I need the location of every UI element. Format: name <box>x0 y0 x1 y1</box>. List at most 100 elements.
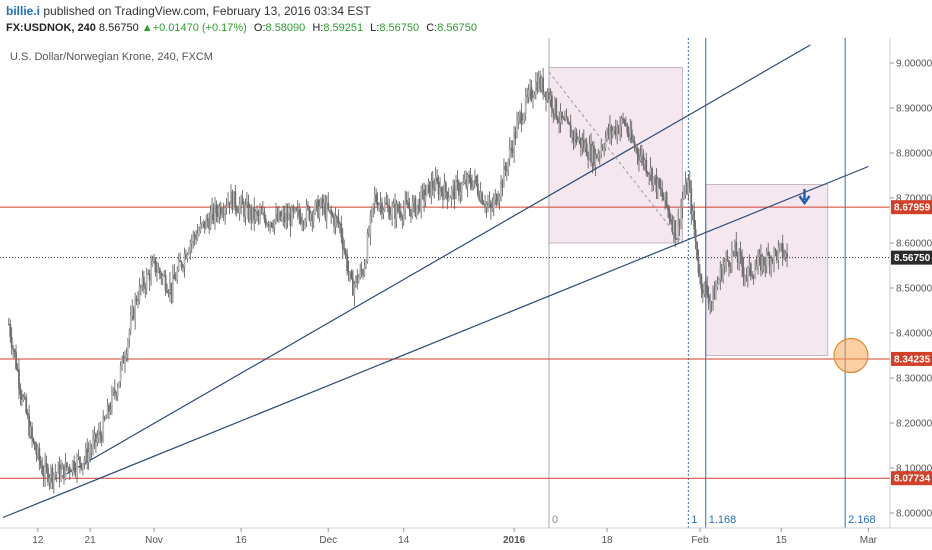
candle-body-406 <box>597 154 600 159</box>
x-tick-label-6: 2016 <box>503 535 526 546</box>
open-label: O: <box>253 22 266 34</box>
candle-body-337 <box>497 200 500 205</box>
candle-body-122 <box>185 253 187 259</box>
candle-body-430 <box>632 139 635 143</box>
candle-body-340 <box>501 180 504 188</box>
candle-body-487 <box>715 287 717 300</box>
candle-body-466 <box>684 182 687 195</box>
candle-body-187 <box>279 211 282 221</box>
candle-body-473 <box>694 228 697 242</box>
candle-body-347 <box>511 148 514 154</box>
candle-body-111 <box>169 282 171 293</box>
candle-body-58 <box>92 439 94 450</box>
last-price-tag-bg <box>891 250 932 265</box>
candle-body-59 <box>93 433 96 440</box>
candle-body-366 <box>539 77 542 90</box>
time-axis[interactable]: 12 21 Nov 16 Dec 14 2016 18 Feb 15 Mar <box>32 528 878 546</box>
candle-body-380 <box>559 111 562 123</box>
candle-body-319 <box>471 184 473 189</box>
candle-body-293 <box>433 187 436 191</box>
candle-body-403 <box>593 145 595 167</box>
candle-body-433 <box>636 147 639 156</box>
candle-body-475 <box>697 258 700 274</box>
candle-body-345 <box>508 148 511 160</box>
low-label: L: <box>370 22 380 34</box>
candle-body-400 <box>588 144 591 160</box>
candle-body-396 <box>582 140 585 149</box>
candle-body-128 <box>193 234 196 237</box>
candle-body-170 <box>254 211 257 221</box>
candle-body-101 <box>154 257 157 273</box>
candle-body-506 <box>742 266 745 277</box>
candle-body-132 <box>199 223 202 232</box>
fib-vertical-label-1: 1 <box>691 514 697 526</box>
candle-body-84 <box>129 316 132 331</box>
candle-body-230 <box>341 237 344 249</box>
chart-background <box>0 38 932 550</box>
candle-body-442 <box>649 168 652 176</box>
candle-body-81 <box>125 353 128 359</box>
candle-body-162 <box>243 204 245 217</box>
candle-body-278 <box>411 202 414 217</box>
candle-body-410 <box>603 148 606 150</box>
candle-body-520 <box>762 256 765 265</box>
candle-body-233 <box>346 254 349 272</box>
candle-body-240 <box>356 276 359 284</box>
candle-body-18 <box>34 441 36 450</box>
candle-body-106 <box>161 275 164 279</box>
candle-body-497 <box>729 266 732 268</box>
candle-body-421 <box>619 126 621 134</box>
candle-body-206 <box>307 205 309 208</box>
candle-body-160 <box>240 197 243 205</box>
candle-body-408 <box>600 147 603 154</box>
candle-body-432 <box>635 147 637 149</box>
candle-body-48 <box>77 456 80 458</box>
candle-body-265 <box>392 203 395 207</box>
candle-body-405 <box>595 154 598 159</box>
candle-body-217 <box>322 203 325 207</box>
candle-body-280 <box>414 197 417 216</box>
price-axis[interactable]: 9.00000 8.90000 8.80000 8.70000 8.60000 8.500… <box>890 59 932 520</box>
chart-title: U.S. Dollar/Norwegian Krone, 240, FXCM <box>10 51 213 63</box>
candle-body-290 <box>428 181 431 197</box>
candle-body-325 <box>479 192 482 201</box>
candle-body-397 <box>584 143 587 149</box>
candle-body-56 <box>89 450 92 453</box>
candle-body-272 <box>402 209 405 220</box>
candle-body-31 <box>52 473 55 483</box>
candle-body-53 <box>84 448 87 461</box>
candle-body-125 <box>189 243 192 251</box>
candle-body-154 <box>231 191 234 211</box>
chart-svg[interactable]: 0 1 1.168 2.168 9.00000 8.90000 8.80000 8.7000… <box>0 38 932 550</box>
candle-body-372 <box>548 92 550 100</box>
candle-body-270 <box>399 211 402 218</box>
x-tick-label-5: 14 <box>398 535 410 546</box>
x-tick-label-1: 21 <box>85 535 97 546</box>
candle-body-115 <box>174 279 177 281</box>
candle-body-371 <box>546 92 549 101</box>
candle-body-252 <box>373 194 376 204</box>
candle-body-194 <box>289 213 292 226</box>
candle-body-22 <box>39 460 42 466</box>
candle-body-184 <box>275 213 277 221</box>
candle-body-231 <box>343 248 346 251</box>
candle-body-454 <box>667 205 669 211</box>
candle-body-66 <box>103 417 106 420</box>
candle-body-16 <box>31 426 33 439</box>
symbol-label[interactable]: FX:USDNOK, 240 <box>6 22 96 34</box>
trend-line-1 <box>60 44 811 478</box>
candle-body-306 <box>452 185 455 190</box>
candle-body-238 <box>353 284 356 296</box>
candle-body-244 <box>362 271 364 276</box>
candle-body-55 <box>87 452 90 463</box>
candle-body-297 <box>439 187 441 195</box>
zone-rectangles <box>548 67 829 356</box>
candle-body-172 <box>257 212 260 216</box>
level-tag-2-bg <box>891 471 932 486</box>
candle-body-492 <box>722 265 725 280</box>
candle-body-26 <box>45 463 48 468</box>
author-name[interactable]: billie.i <box>6 4 41 18</box>
candle-body-351 <box>517 116 520 122</box>
candle-body-107 <box>163 275 166 277</box>
candle-body-488 <box>716 283 719 288</box>
